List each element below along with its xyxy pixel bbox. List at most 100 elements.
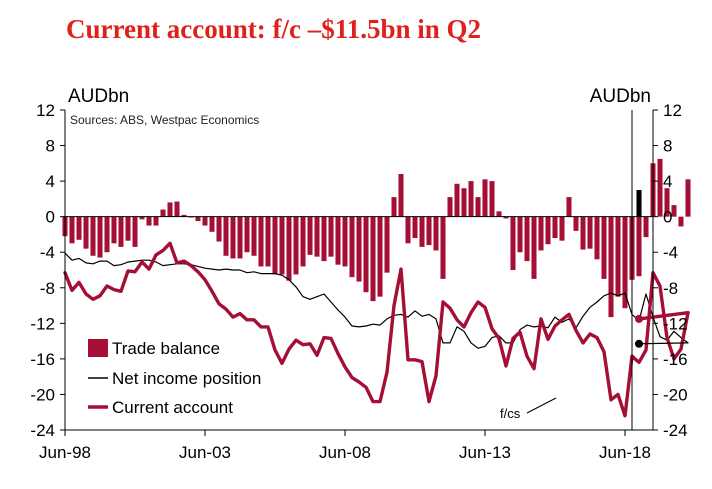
trade-balance-bar — [244, 216, 250, 253]
trade-balance-bar — [139, 216, 145, 220]
y-tick-label-left: -4 — [40, 243, 55, 262]
trade-balance-bar — [475, 197, 481, 217]
trade-balance-bar — [349, 216, 355, 278]
trade-balance-bar — [195, 216, 201, 222]
trade-balance-bar — [552, 216, 558, 238]
trade-balance-bar — [363, 216, 369, 293]
trade-balance-bar — [335, 216, 341, 265]
current-account-forecast-dot — [635, 314, 643, 323]
x-tick-label: Jun-08 — [319, 443, 371, 462]
trade-balance-bar — [223, 216, 229, 256]
y-tick-label-left: 4 — [46, 172, 55, 191]
axes-layer: 12 12 8 8 4 4 0 0 -4 -4 -8 -8 -12 -12 -16 -16 -20 -20 -24 -… — [30, 101, 687, 462]
trade-balance-bar — [293, 216, 299, 275]
series-lines — [63, 241, 690, 418]
legend-label-income: Net income position — [112, 369, 261, 388]
trade-balance-bar — [181, 214, 187, 217]
trade-balance-bar — [608, 216, 614, 318]
trade-balance-bar — [314, 216, 320, 257]
trade-balance-bar — [685, 179, 691, 217]
trade-balance-bar — [615, 216, 621, 297]
y-tick-label-right: -24 — [663, 421, 688, 440]
trade-balance-bar — [426, 216, 432, 246]
trade-balance-bar — [580, 216, 586, 250]
y-tick-label-left: -24 — [30, 421, 55, 440]
trade-balance-bar — [118, 216, 124, 247]
trade-balance-bar — [132, 216, 138, 247]
y-tick-label-right: 0 — [663, 208, 672, 227]
trade-balance-bar — [76, 216, 82, 240]
trade-balance-bar — [300, 216, 306, 267]
y-tick-label-left: 8 — [46, 137, 55, 156]
trade-balance-bar — [307, 216, 313, 255]
trade-balance-bar — [643, 216, 649, 238]
y-tick-label-right: -16 — [663, 350, 688, 369]
trade-balance-bar — [370, 216, 376, 302]
trade-balance-bar — [594, 216, 600, 260]
right-unit-label: AUDbn — [590, 86, 651, 107]
legend-swatch-trade — [88, 339, 108, 357]
legend-label-current: Current account — [112, 398, 233, 417]
net-income-line — [64, 252, 689, 349]
y-tick-label-left: 0 — [46, 208, 55, 227]
y-tick-label-left: -20 — [30, 385, 55, 404]
y-tick-label-right: 8 — [663, 137, 672, 156]
trade-balance-bar — [510, 216, 516, 270]
trade-balance-bar — [321, 216, 327, 262]
y-tick-label-left: -8 — [40, 279, 55, 298]
y-tick-label-right: 12 — [663, 101, 682, 120]
trade-balance-bar — [146, 216, 152, 226]
trade-balance-bar — [517, 216, 523, 253]
trade-balance-bar — [104, 216, 110, 253]
x-tick-label: Jun-98 — [39, 443, 91, 462]
trade-balance-bar — [657, 158, 663, 217]
trade-balance-bar — [209, 216, 215, 232]
trade-balance-bar — [69, 216, 75, 244]
y-tick-label-right: -8 — [663, 279, 678, 298]
trade-balance-bar — [328, 216, 334, 257]
forecast-label: f/cs — [500, 406, 521, 421]
legend-label-trade: Trade balance — [112, 339, 220, 358]
current-account-line — [63, 241, 690, 418]
trade-balance-bar — [503, 216, 509, 219]
trade-balance-bar — [384, 216, 390, 273]
chart-title: Current account: f/c –$11.5bn in Q2 — [66, 14, 482, 44]
trade-balance-bar — [398, 174, 404, 217]
trade-balance-bar — [601, 216, 607, 279]
trade-balance-bar — [90, 216, 96, 256]
trade-balance-bar — [272, 216, 278, 275]
trade-balance-bar — [566, 197, 572, 217]
trade-balance-bar — [111, 216, 117, 244]
trade-balance-bar — [587, 216, 593, 249]
trade-balance-bar — [265, 216, 271, 267]
trade-balance-bar — [174, 201, 180, 217]
trade-balance-bar — [636, 216, 642, 277]
trade-balance-bar — [230, 216, 236, 259]
trade-balance-bars — [62, 158, 691, 318]
trade-balance-bar — [202, 216, 208, 226]
trade-balance-bar — [377, 216, 383, 297]
trade-balance-bar — [433, 216, 439, 251]
y-tick-label-right: -4 — [663, 243, 678, 262]
trade-balance-bar — [258, 216, 264, 267]
trade-balance-bar — [454, 183, 460, 217]
net-income-forecast-dot — [635, 339, 643, 348]
y-tick-label-right: 4 — [663, 172, 672, 191]
trade-balance-bar — [83, 216, 89, 249]
trade-balance-bar — [286, 216, 292, 281]
trade-balance-bar — [482, 179, 488, 217]
trade-balance-bar — [489, 181, 495, 217]
x-tick-label: Jun-13 — [459, 443, 511, 462]
trade-balance-bar — [447, 197, 453, 217]
trade-balance-bar — [412, 216, 418, 238]
trade-balance-bar — [419, 216, 425, 247]
trade-balance-bar — [440, 216, 446, 279]
trade-balance-bar — [125, 216, 131, 241]
trade-balance-bar — [405, 216, 411, 244]
y-tick-label-left: 12 — [36, 101, 55, 120]
trade-balance-bar — [545, 216, 551, 245]
legend: Trade balance Net income position Curren… — [88, 339, 261, 417]
current-account-forecast-segment — [637, 310, 690, 321]
net-income-forecast-segment — [638, 342, 689, 345]
